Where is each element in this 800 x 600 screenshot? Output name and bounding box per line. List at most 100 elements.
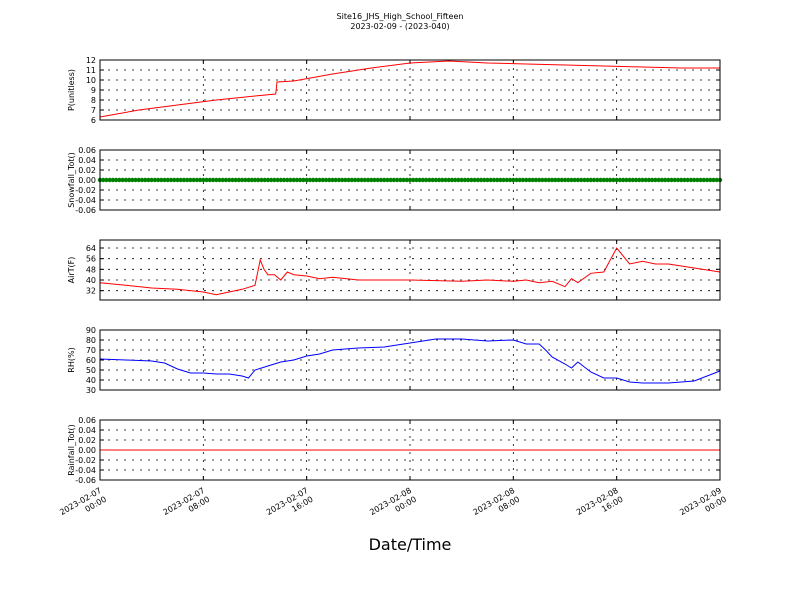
y-tick-label: 0.04 [78,156,96,165]
data-point [291,177,296,183]
x-axis-label: Date/Time [369,535,452,554]
data-point [649,177,655,183]
data-point [239,177,245,183]
data-point [168,177,174,183]
plot-frame [99,149,721,211]
y-axis-label: Snowfall_Tot() [67,152,76,208]
y-tick-label: 60 [86,356,96,365]
data-point [184,177,190,183]
data-point [688,177,694,183]
y-tick-label: 40 [86,276,96,285]
data-point [701,177,707,183]
data-point [256,177,261,183]
data-point [494,177,500,183]
data-point [310,177,316,183]
data-point [123,177,129,183]
data-point [139,177,145,183]
data-point [595,177,600,183]
data-point [446,177,451,183]
data-point [659,177,665,183]
data-point [230,177,235,183]
data-point [449,177,455,183]
y-axis-label: RH(%) [67,347,76,372]
data-point [133,177,138,183]
chart-subtitle: 2023-02-09 - (2023-040) [350,22,449,31]
data-point [708,177,713,183]
data-point [294,177,300,183]
data-point [107,177,112,183]
data-point [420,177,426,183]
x-tick-label: 2023-02-0716:00 [265,486,315,526]
data-point [536,177,542,183]
x-axis-ticks: 2023-02-0700:00 2023-02-0708:00 2023-02-07… [58,486,728,526]
data-point [585,177,590,183]
series-line [99,247,721,296]
data-point [307,177,313,183]
data-point [511,177,516,183]
data-point [372,177,377,183]
data-point [233,177,238,183]
data-point [369,177,374,183]
data-point [333,177,338,183]
data-point [553,177,558,183]
chart-title: Site16_JHS_High_School_Fifteen [337,12,464,21]
data-point [517,177,522,183]
y-axis-label: AirT(F) [67,257,76,284]
data-point [317,177,322,183]
data-point [501,177,506,183]
data-point [582,177,587,183]
data-point [646,177,652,183]
y-tick-label: -0.04 [75,466,96,475]
data-point [152,177,158,183]
data-point [117,177,122,183]
x-tick-label: 2023-02-0800:00 [368,486,418,526]
data-point [433,177,439,183]
data-point [226,177,232,183]
y-tick-label: 50 [86,366,96,375]
y-tick-label: 0.02 [78,166,96,175]
data-point [485,177,490,183]
data-point [675,177,681,183]
data-point [143,177,148,183]
data-point [159,177,164,183]
data-point [178,177,183,183]
data-point [617,177,623,183]
data-point [113,177,119,183]
data-point [162,177,167,183]
data-point [556,177,561,183]
data-point [543,177,548,183]
data-point [627,177,632,183]
y-tick-label: 10 [86,76,96,85]
panel-1: -0.06-0.04-0.020.000.020.040.06Snowfall_… [67,146,723,215]
chart-panels: 6789101112P(unitless)-0.06-0.04-0.020.00… [67,56,723,485]
data-point [562,177,568,183]
data-point [330,177,335,183]
data-point [104,177,109,183]
y-tick-label: 32 [86,287,96,296]
data-point [191,177,196,183]
y-tick-label: 64 [86,244,96,253]
data-point [181,177,187,183]
data-point [569,177,574,183]
y-tick-label: -0.06 [75,476,96,485]
data-point [679,177,684,183]
data-point [498,177,503,183]
data-point [482,177,487,183]
y-tick-label: 0.00 [78,176,96,185]
data-point [643,177,648,183]
panel-4: -0.06-0.04-0.020.000.020.040.06Rainfall_… [67,416,721,485]
data-point [175,177,180,183]
data-point [530,177,535,183]
data-point [155,177,161,183]
data-point [236,177,242,183]
data-point [633,177,639,183]
data-point [130,177,135,183]
data-point [275,177,280,183]
data-point [488,177,493,183]
data-point [146,177,151,183]
data-point [126,177,132,183]
data-point [524,177,529,183]
data-point [423,177,429,183]
y-tick-label: 80 [86,336,96,345]
